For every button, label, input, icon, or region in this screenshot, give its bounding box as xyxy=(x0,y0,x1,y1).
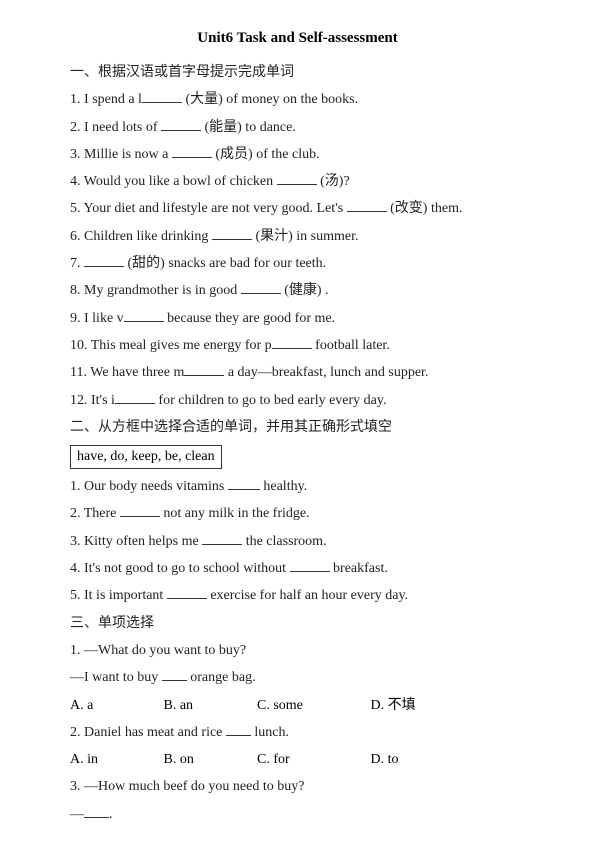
s3-q3-line2: —. xyxy=(70,801,525,828)
blank xyxy=(241,281,281,295)
page-title: Unit6 Task and Self-assessment xyxy=(70,30,525,47)
s1-q7: 7. (甜的) snacks are bad for our teeth. xyxy=(70,250,525,277)
text: 7. xyxy=(70,256,84,271)
text: not any milk in the fridge. xyxy=(160,506,310,521)
choice-c: C. for xyxy=(257,746,367,773)
s2-q4: 4. It's not good to go to school without… xyxy=(70,555,525,582)
blank xyxy=(162,668,187,682)
text: 3. Kitty often helps me xyxy=(70,534,202,549)
text: 4. Would you like a bowl of chicken xyxy=(70,174,277,189)
text: 11. We have three m xyxy=(70,365,184,380)
text: 5. Your diet and lifestyle are not very … xyxy=(70,201,347,216)
section2-heading: 二、从方框中选择合适的单词，并用其正确形式填空 xyxy=(70,414,525,441)
text: (大量) of money on the books. xyxy=(182,92,358,107)
choice-b: B. an xyxy=(164,692,254,719)
blank xyxy=(277,172,317,186)
text: for children to go to bed early every da… xyxy=(155,393,387,408)
text: —I want to buy xyxy=(70,670,162,685)
text: 4. It's not good to go to school without xyxy=(70,561,290,576)
text: 2. Daniel has meat and rice xyxy=(70,725,226,740)
choice-d: D. to xyxy=(371,746,451,773)
s3-q2: 2. Daniel has meat and rice lunch. xyxy=(70,719,525,746)
text: (汤)? xyxy=(317,174,350,189)
text: 6. Children like drinking xyxy=(70,229,212,244)
text: orange bag. xyxy=(187,670,256,685)
s3-q1-choices: A. a B. an C. some D. 不填 xyxy=(70,692,525,719)
text: 1. Our body needs vitamins xyxy=(70,479,228,494)
choice-d: D. 不填 xyxy=(371,692,451,719)
page: Unit6 Task and Self-assessment 一、根据汉语或首字… xyxy=(0,0,595,868)
blank xyxy=(84,804,109,818)
blank xyxy=(84,253,124,267)
text: 8. My grandmother is in good xyxy=(70,283,241,298)
text: lunch. xyxy=(251,725,289,740)
s1-q12: 12. It's i for children to go to bed ear… xyxy=(70,387,525,414)
s1-q8: 8. My grandmother is in good (健康) . xyxy=(70,277,525,304)
s1-q9: 9. I like v because they are good for me… xyxy=(70,305,525,332)
section3-heading: 三、单项选择 xyxy=(70,610,525,637)
s1-q4: 4. Would you like a bowl of chicken (汤)? xyxy=(70,168,525,195)
text: (果汁) in summer. xyxy=(252,229,359,244)
blank xyxy=(202,531,242,545)
text: . xyxy=(109,807,113,822)
blank xyxy=(172,144,212,158)
s2-q1: 1. Our body needs vitamins healthy. xyxy=(70,473,525,500)
s3-q3-line1: 3. —How much beef do you need to buy? xyxy=(70,773,525,800)
blank xyxy=(120,504,160,518)
s2-q5: 5. It is important exercise for half an … xyxy=(70,582,525,609)
s1-q2: 2. I need lots of (能量) to dance. xyxy=(70,114,525,141)
text: exercise for half an hour every day. xyxy=(207,588,408,603)
word-box: have, do, keep, be, clean xyxy=(70,445,222,469)
text: 2. I need lots of xyxy=(70,120,161,135)
s1-q11: 11. We have three m a day—breakfast, lun… xyxy=(70,359,525,386)
choice-b: B. on xyxy=(164,746,254,773)
s1-q6: 6. Children like drinking (果汁) in summer… xyxy=(70,223,525,250)
text: a day—breakfast, lunch and supper. xyxy=(224,365,428,380)
text: 3. Millie is now a xyxy=(70,147,172,162)
blank xyxy=(167,586,207,600)
text: healthy. xyxy=(260,479,307,494)
s1-q10: 10. This meal gives me energy for p foot… xyxy=(70,332,525,359)
blank xyxy=(124,308,164,322)
s3-q1-line2: —I want to buy orange bag. xyxy=(70,664,525,691)
blank xyxy=(228,477,260,491)
text: breakfast. xyxy=(330,561,388,576)
text: (成员) of the club. xyxy=(212,147,320,162)
choice-a: A. a xyxy=(70,692,160,719)
blank xyxy=(184,363,224,377)
blank xyxy=(347,199,387,213)
text: — xyxy=(70,807,84,822)
text: 10. This meal gives me energy for p xyxy=(70,338,272,353)
blank xyxy=(212,226,252,240)
text: because they are good for me. xyxy=(164,311,335,326)
s2-q2: 2. There not any milk in the fridge. xyxy=(70,500,525,527)
section1-heading: 一、根据汉语或首字母提示完成单词 xyxy=(70,59,525,86)
text: 2. There xyxy=(70,506,120,521)
s3-q1-line1: 1. —What do you want to buy? xyxy=(70,637,525,664)
blank xyxy=(272,335,312,349)
blank xyxy=(161,117,201,131)
blank xyxy=(115,390,155,404)
text: 1. I spend a l xyxy=(70,92,142,107)
s1-q5: 5. Your diet and lifestyle are not very … xyxy=(70,195,525,222)
text: the classroom. xyxy=(242,534,326,549)
s1-q3: 3. Millie is now a (成员) of the club. xyxy=(70,141,525,168)
choice-a: A. in xyxy=(70,746,160,773)
blank xyxy=(226,722,251,736)
text: 9. I like v xyxy=(70,311,124,326)
text: football later. xyxy=(312,338,390,353)
text: (改变) them. xyxy=(387,201,463,216)
blank xyxy=(290,558,330,572)
s1-q1: 1. I spend a l (大量) of money on the book… xyxy=(70,86,525,113)
text: 12. It's i xyxy=(70,393,115,408)
choice-c: C. some xyxy=(257,692,367,719)
blank xyxy=(142,90,182,104)
s3-q2-choices: A. in B. on C. for D. to xyxy=(70,746,525,773)
text: (甜的) snacks are bad for our teeth. xyxy=(124,256,326,271)
text: 5. It is important xyxy=(70,588,167,603)
text: (健康) . xyxy=(281,283,329,298)
s2-q3: 3. Kitty often helps me the classroom. xyxy=(70,528,525,555)
text: (能量) to dance. xyxy=(201,120,296,135)
